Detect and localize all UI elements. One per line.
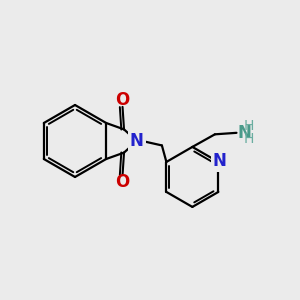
Text: N: N [130,132,144,150]
Text: N: N [213,152,226,170]
Text: N: N [237,124,251,142]
Text: O: O [116,173,130,191]
Text: O: O [116,91,130,109]
Text: H: H [244,119,254,133]
Text: H: H [244,132,254,146]
